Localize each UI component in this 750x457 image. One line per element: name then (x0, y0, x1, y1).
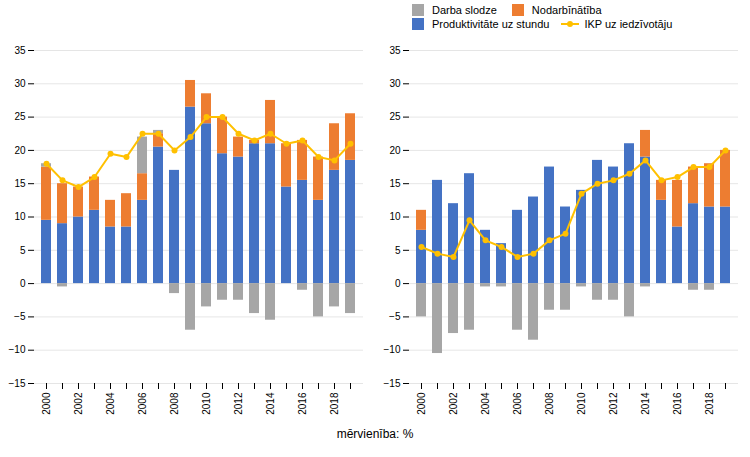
svg-text:2018: 2018 (704, 392, 715, 415)
svg-text:−15: −15 (9, 378, 26, 389)
svg-text:2002: 2002 (448, 392, 459, 415)
svg-text:15: 15 (389, 178, 401, 189)
svg-text:25: 25 (14, 111, 26, 122)
svg-text:0: 0 (395, 278, 401, 289)
svg-text:2006: 2006 (512, 392, 523, 415)
svg-text:2018: 2018 (329, 392, 340, 415)
svg-text:2016: 2016 (672, 392, 683, 415)
svg-text:30: 30 (14, 78, 26, 89)
svg-text:−10: −10 (384, 344, 401, 355)
svg-text:20: 20 (389, 145, 401, 156)
html-text:Darba slodze: Darba slodze (432, 4, 497, 16)
svg-text:10: 10 (14, 211, 26, 222)
svg-text:2012: 2012 (233, 392, 244, 415)
svg-text:35: 35 (389, 45, 401, 56)
svg-text:2002: 2002 (73, 392, 84, 415)
svg-text:5: 5 (395, 245, 401, 256)
svg-text:−5: −5 (14, 311, 26, 322)
svg-text:2004: 2004 (480, 392, 491, 415)
svg-text:30: 30 (389, 78, 401, 89)
svg-text:2000: 2000 (416, 392, 427, 415)
html-text:IKP uz iedzīvotāju: IKP uz iedzīvotāju (584, 18, 673, 30)
svg-text:2008: 2008 (169, 392, 180, 415)
html-text:Produktivitāte uz stundu: Produktivitāte uz stundu (432, 18, 550, 30)
svg-text:−15: −15 (384, 378, 401, 389)
html-text:Nodarbīnātība: Nodarbīnātība (531, 4, 602, 16)
svg-text:−10: −10 (9, 344, 26, 355)
svg-text:2010: 2010 (201, 392, 212, 415)
svg-text:2014: 2014 (640, 392, 651, 415)
svg-text:−5: −5 (389, 311, 401, 322)
svg-text:15: 15 (14, 178, 26, 189)
svg-text:2000: 2000 (41, 392, 52, 415)
svg-text:2004: 2004 (105, 392, 116, 415)
svg-text:25: 25 (389, 111, 401, 122)
svg-text:2008: 2008 (544, 392, 555, 415)
svg-text:2006: 2006 (137, 392, 148, 415)
svg-text:2016: 2016 (297, 392, 308, 415)
svg-text:20: 20 (14, 145, 26, 156)
svg-text:2010: 2010 (576, 392, 587, 415)
svg-text:0: 0 (20, 278, 26, 289)
svg-text:10: 10 (389, 211, 401, 222)
svg-text:2012: 2012 (608, 392, 619, 415)
html-text:mērvienība: %: mērvienība: % (336, 427, 414, 441)
svg-text:2014: 2014 (265, 392, 276, 415)
svg-text:35: 35 (14, 45, 26, 56)
svg-text:5: 5 (20, 245, 26, 256)
